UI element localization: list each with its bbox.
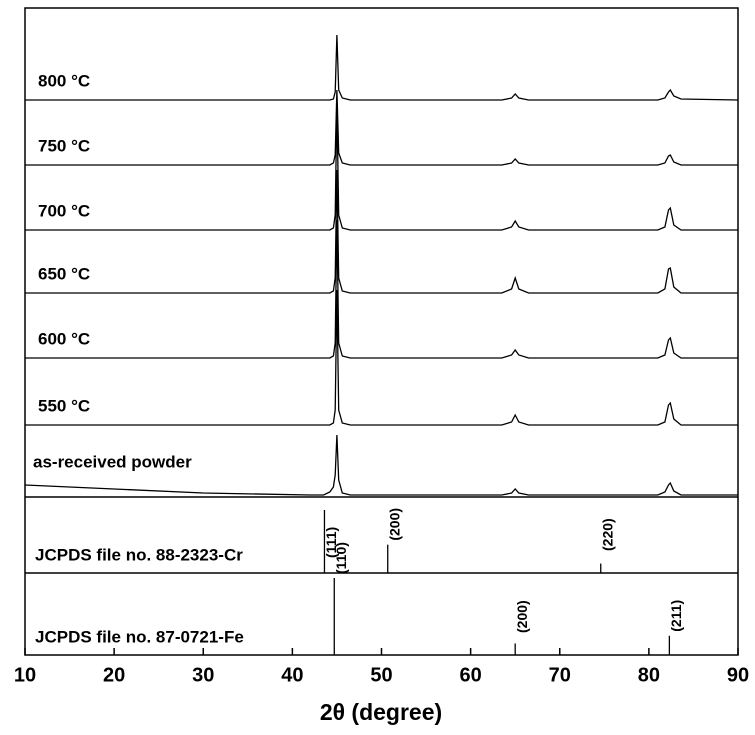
hkl-label: (220) [599,518,615,551]
trace-label: 550 °C [38,396,90,415]
xrd-trace [25,34,739,101]
xrd-trace [25,104,738,231]
x-tick-label: 70 [549,664,571,686]
hkl-label: (200) [386,508,402,541]
x-tick-label: 50 [370,664,392,686]
xrd-trace [25,169,738,294]
xrd-trace [24,434,738,496]
hkl-label: (111) [323,527,339,558]
x-tick-label: 60 [460,664,482,686]
x-tick-label: 40 [281,664,303,686]
xrd-trace [25,89,738,166]
x-tick-label: 20 [103,664,125,686]
x-tick-label: 90 [727,664,749,686]
hkl-label: (200) [514,600,530,633]
hkl-label: (110) [333,542,349,574]
trace-label: as-received powder [33,452,192,471]
trace-label: 700 °C [38,201,90,220]
reference-label: JCPDS file no. 87-0721-Fe [35,627,244,646]
x-tick-label: 80 [638,664,660,686]
trace-label: 800 °C [38,71,90,90]
x-tick-label: 30 [192,664,214,686]
reference-label: JCPDS file no. 88-2323-Cr [35,545,243,564]
x-tick-label: 10 [14,664,36,686]
trace-label: 750 °C [38,136,90,155]
x-axis-label: 2θ (degree) [320,699,442,725]
xrd-trace [25,219,738,359]
trace-label: 650 °C [38,264,90,283]
trace-label: 600 °C [38,329,90,348]
hkl-label: (211) [668,600,684,632]
xrd-trace [25,289,738,426]
